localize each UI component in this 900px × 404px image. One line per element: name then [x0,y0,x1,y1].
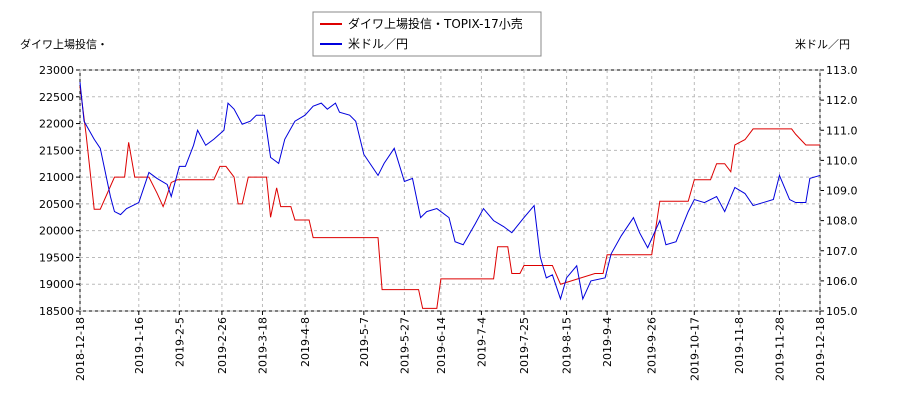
y-tick-label: 18500 [39,305,74,318]
x-tick-label: 2019-1-16 [133,317,146,374]
y2-axis-label: 米ドル／円 [795,38,850,51]
y-tick-label: 21500 [39,144,74,157]
x-tick-label: 2019-10-17 [688,317,701,381]
x-tick-label: 2019-6-14 [435,317,448,374]
y2-tick-label: 107.0 [826,245,858,258]
x-tick-label: 2019-5-27 [398,317,411,374]
y2-tick-label: 111.0 [826,124,858,137]
x-tick-label: 2019-9-4 [601,317,614,367]
y2-tick-label: 113.0 [826,64,858,77]
x-tick-label: 2019-7-25 [518,317,531,374]
x-tick-label: 2019-3-18 [256,317,269,374]
series-line [79,81,821,301]
y-tick-label: 21000 [39,171,74,184]
x-tick-label: 2019-11-8 [733,317,746,374]
legend-label: ダイワ上場投信・TOPIX-17小売 [348,16,523,31]
x-tick-label: 2019-4-8 [299,317,312,367]
x-tick-label: 2019-9-26 [646,317,659,374]
x-tick-label: 2018-12-18 [74,317,87,381]
y-tick-label: 19000 [39,278,74,291]
y-tick-label: 23000 [39,64,74,77]
y2-tick-label: 109.0 [826,185,858,198]
x-tick-label: 2019-2-5 [173,317,186,367]
y2-tick-label: 112.0 [826,94,858,107]
x-tick-label: 2019-2-26 [216,317,229,374]
x-tick-label: 2019-8-15 [561,317,574,374]
x-tick-label: 2019-5-7 [358,317,371,367]
y2-tick-label: 106.0 [826,275,858,288]
y-tick-label: 22000 [39,118,74,131]
y2-tick-label: 108.0 [826,215,858,228]
x-tick-label: 2019-7-4 [475,317,488,367]
legend [312,11,542,57]
y-tick-label: 22500 [39,91,74,104]
x-tick-label: 2019-11-28 [773,317,786,381]
plot-area [79,69,821,312]
y2-tick-label: 110.0 [826,154,858,167]
y-tick-label: 19500 [39,251,74,264]
x-tick-label: 2019-12-18 [814,317,827,381]
series-line [79,86,820,309]
y-axis-label: ダイワ上場投信・ [20,37,108,51]
y-tick-label: 20000 [39,225,74,238]
y2-tick-label: 105.0 [826,305,858,318]
legend-label: 米ドル／円 [348,37,408,51]
y-tick-label: 20500 [39,198,74,211]
